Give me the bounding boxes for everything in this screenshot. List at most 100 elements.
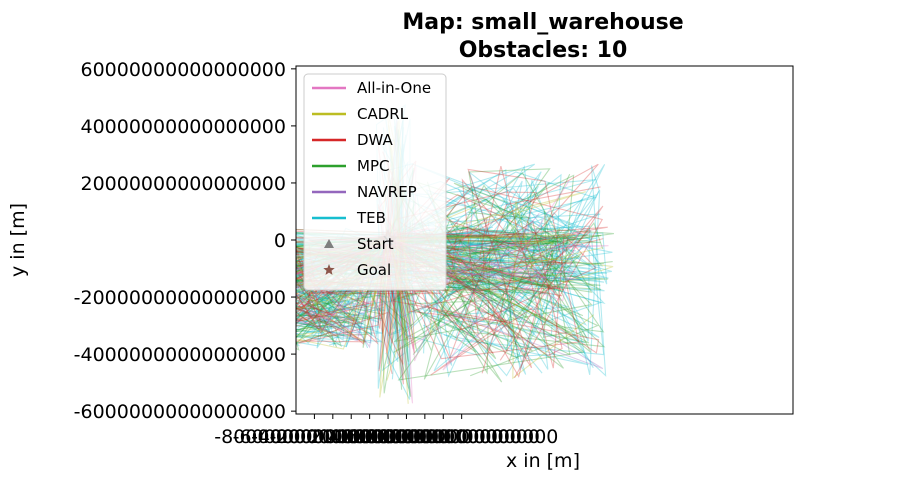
trajectory-line [296,228,609,288]
trajectory-line [385,168,580,369]
trajectory-line [390,238,603,374]
trajectory-line [387,178,560,335]
trajectory-line [296,238,386,321]
trajectory-line [388,198,593,343]
trajectory-line [385,187,567,302]
trajectory-line [389,230,594,369]
trajectory-line [296,242,389,345]
trajectory-line [296,238,392,335]
trajectory-line [386,238,614,284]
trajectory-line [296,242,389,344]
trajectory-line [296,241,393,333]
trajectory-line [391,174,575,292]
trajectory-line [389,165,597,370]
legend-swatch [323,264,335,275]
y-axis-label: y in [m] [7,203,29,277]
trajectory-line [296,242,393,311]
x-axis-label: x in [m] [506,450,580,472]
trajectory-line [296,239,388,342]
legend-label: All-in-One [357,79,431,97]
trajectory-line [379,228,528,295]
trajectory-line [296,242,387,343]
trajectory-line [387,173,590,352]
y-tick-label: -60000000000000000 [74,401,286,423]
trajectory-line [296,241,584,277]
trajectory-line [296,239,392,334]
trajectory-line [387,242,414,404]
trajectory-line [296,235,389,317]
trajectory-line [390,165,597,369]
trajectory-line [296,238,573,294]
trajectory-line [387,230,591,282]
trajectory-line [383,165,607,377]
trajectory-line [390,190,601,376]
trajectory-line [296,235,484,267]
trajectory-line [311,225,601,245]
trajectory-line [296,235,393,325]
trajectory-line [389,239,613,286]
trajectory-line [296,242,574,283]
trajectory-line [296,238,392,349]
trajectory-line [296,242,388,327]
legend-label: CADRL [357,105,409,123]
trajectory-line [385,163,605,356]
trajectory-line [386,205,604,361]
trajectory-line [296,239,392,336]
trajectory-line [385,168,585,381]
x-tick-label: -6000000000000000 [233,426,433,448]
trajectory-line [385,227,588,358]
trajectory-line [391,225,562,274]
trajectory-line [386,185,539,366]
trajectory-line [296,238,392,345]
y-tick-label: 40000000000000000 [80,116,286,138]
trajectory-line [384,181,606,355]
trajectory-line [385,211,604,356]
y-tick-label: 20000000000000000 [80,173,286,195]
x-tick-label: -2000000000000000 [269,426,469,448]
trajectory-line [387,164,606,300]
trajectory-line [296,242,387,320]
trajectory-line [296,242,386,320]
legend: All-in-One CADRL DWA MPC NAVREP TEB Start Goal [303,73,447,291]
x-tick-label: 8000000000000000 [365,426,558,448]
chart-title-line-1: Map: small_warehouse [402,10,683,35]
x-tick-label: 2000000000000000 [310,426,503,448]
trajectory-line [296,243,389,328]
trajectory-line [382,169,410,389]
trajectory-line [296,242,390,323]
trajectory-line [296,240,389,320]
trajectory-line [386,188,583,323]
trajectory-line [387,213,604,370]
legend-box [303,73,447,291]
legend-label: Goal [357,261,391,279]
trajectory-line [296,239,390,338]
chart-title-line-2: Obstacles: 10 [459,38,628,63]
trajectory-line [389,236,599,377]
trajectory-line [296,241,387,303]
trajectory-line [296,237,387,332]
trajectory-line [385,191,600,374]
trajectory-line [389,182,605,353]
trajectory-line [390,234,612,285]
trajectory-line [384,239,572,363]
legend-label: MPC [357,157,389,175]
x-tick-label: 4000000000000000 [328,426,521,448]
trajectory-line [296,240,386,327]
trajectory-line [388,179,593,372]
trajectory-line [386,202,590,357]
trajectory-line [296,232,452,296]
x-tick-label: 6000000000000000 [347,426,540,448]
trajectory-line [384,209,579,362]
trajectory-line [296,237,387,338]
trajectory-line [296,240,388,348]
x-tick-label: -4000000000000000 [251,426,451,448]
trajectory-line [296,241,385,298]
y-axis: -60000000000000000 -40000000000000000 -200… [74,59,296,423]
legend-label: TEB [356,209,386,227]
y-tick-label: -40000000000000000 [74,344,286,366]
trajectory-line [296,231,599,294]
trajectory-line [296,242,386,336]
trajectory-line [388,235,604,378]
trajectory-line [388,182,558,302]
